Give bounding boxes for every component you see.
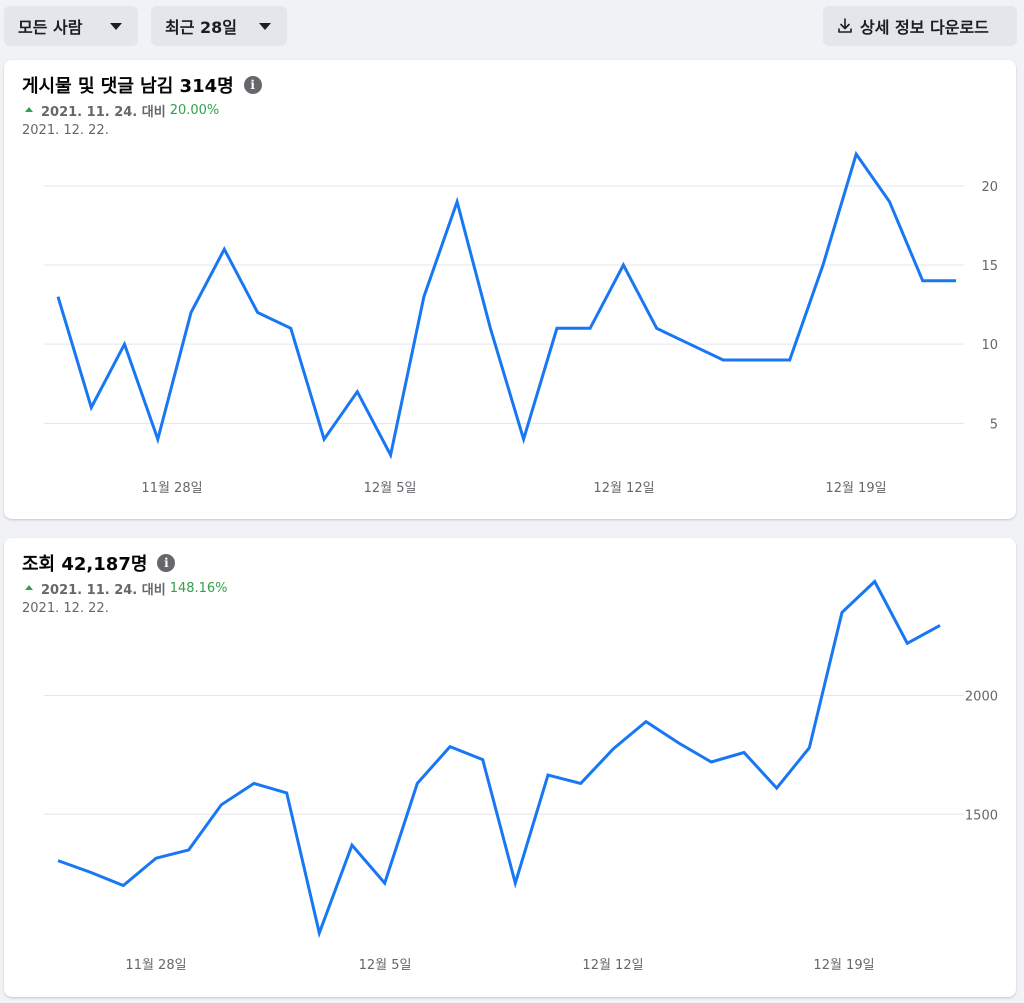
info-icon[interactable]: i xyxy=(243,76,262,94)
card-title: 조회 42,187명 i xyxy=(22,550,176,576)
audience-dropdown-label: 모든 사람 xyxy=(18,18,83,37)
engagement-card: 게시물 및 댓글 남김 314명 i 2021. 11. 24. 대비 20.0… xyxy=(4,60,1016,519)
engagement-line-chart: 5 10 15 20 11월 28일 12월 5일 12월 12일 12월 19일 xyxy=(44,150,998,496)
download-details-button[interactable]: 상세 정보 다운로드 xyxy=(823,6,1017,46)
comparison-date: 2021. 11. 24. 대비 xyxy=(41,105,166,120)
comparison-date: 2021. 11. 24. 대비 xyxy=(41,583,166,598)
comparison-row: 2021. 11. 24. 대비 148.16% xyxy=(22,579,228,598)
views-line-chart: 1500 2000 11월 28일 12월 5일 12월 12일 12월 19일 xyxy=(44,579,998,973)
x-tick-label: 12월 19일 xyxy=(825,481,886,496)
x-tick-label: 11월 28일 xyxy=(141,481,202,496)
series-line xyxy=(56,150,956,460)
y-tick-label: 2000 xyxy=(965,690,998,705)
trend-up-icon xyxy=(25,107,33,112)
download-icon xyxy=(838,18,852,33)
y-tick-label: 5 xyxy=(990,417,998,432)
y-tick-label: 15 xyxy=(981,259,998,274)
x-tick-label: 12월 12일 xyxy=(593,481,654,496)
change-percent: 148.16% xyxy=(169,581,228,596)
x-tick-label: 12월 12일 xyxy=(582,958,643,973)
card-title: 게시물 및 댓글 남김 314명 i xyxy=(22,72,262,98)
x-tick-label: 12월 19일 xyxy=(813,958,874,973)
y-tick-label: 10 xyxy=(981,338,998,353)
x-tick-label: 12월 5일 xyxy=(359,958,412,973)
engagement-title: 게시물 및 댓글 남김 314명 xyxy=(22,76,234,97)
x-tick-label: 12월 5일 xyxy=(364,481,417,496)
trend-up-icon xyxy=(25,585,33,590)
audience-dropdown[interactable]: 모든 사람 xyxy=(4,6,138,46)
comparison-row: 2021. 11. 24. 대비 20.00% xyxy=(22,101,219,120)
current-date: 2021. 12. 22. xyxy=(22,123,109,138)
top-toolbar: 모든 사람 최근 28일 상세 정보 다운로드 xyxy=(0,0,1024,52)
period-dropdown-label: 최근 28일 xyxy=(165,18,237,37)
views-title: 조회 42,187명 xyxy=(22,554,148,575)
info-icon[interactable]: i xyxy=(157,554,176,572)
caret-down-icon xyxy=(110,23,122,30)
period-dropdown[interactable]: 최근 28일 xyxy=(151,6,287,46)
download-details-label: 상세 정보 다운로드 xyxy=(860,18,989,37)
y-tick-label: 1500 xyxy=(965,808,998,823)
series-line xyxy=(57,579,941,939)
current-date: 2021. 12. 22. xyxy=(22,601,109,616)
change-percent: 20.00% xyxy=(169,103,220,118)
y-tick-label: 20 xyxy=(981,180,998,195)
x-tick-label: 11월 28일 xyxy=(125,958,186,973)
caret-down-icon xyxy=(259,23,271,30)
views-card: 조회 42,187명 i 2021. 11. 24. 대비 148.16% 20… xyxy=(4,538,1016,997)
